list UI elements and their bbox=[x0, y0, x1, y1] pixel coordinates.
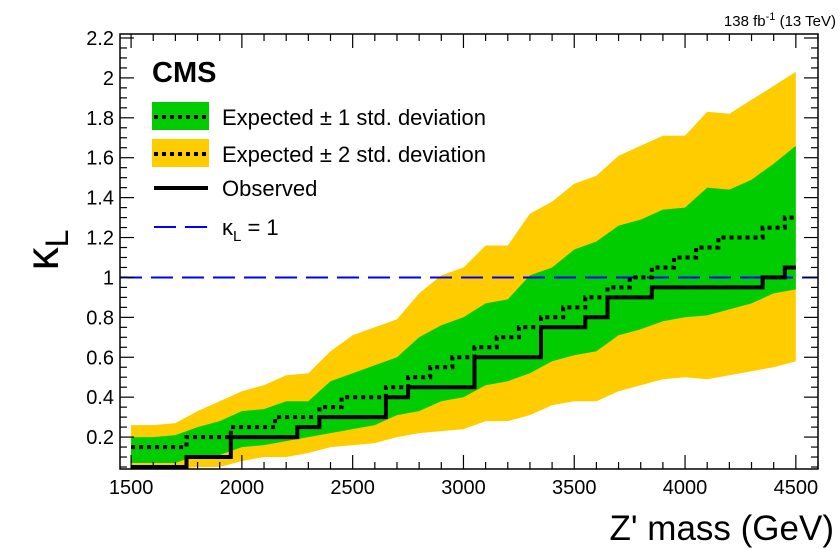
plot-frame bbox=[119, 33, 819, 470]
y-tick-label: 1 bbox=[103, 267, 114, 289]
y-tick-label: 1.2 bbox=[86, 228, 114, 250]
legend-entry: Expected ± 1 std. deviation bbox=[152, 102, 486, 130]
observed-limit-line bbox=[131, 265, 796, 469]
lumi-value: 138 fb bbox=[724, 13, 766, 30]
y-tick-label: 0.8 bbox=[86, 307, 114, 329]
lumi-label: 138 fb-1 (13 TeV) bbox=[724, 11, 836, 30]
lumi-exponent: -1 bbox=[766, 11, 776, 23]
svg-text:κL: κL bbox=[16, 230, 75, 271]
x-tick-label: 1500 bbox=[109, 477, 154, 499]
legend-label: κL = 1 bbox=[222, 215, 279, 245]
band-2sigma bbox=[131, 71, 796, 470]
y-axis-title-sub: L bbox=[39, 230, 75, 248]
y-axis-title-kappa: κ bbox=[16, 246, 68, 270]
y-axis-ticks: 0.2 0.4 0.6 0.8 1 1.2 1.4 1.6 1.8 2 2.2 bbox=[86, 28, 818, 468]
legend-label-suffix: = 1 bbox=[241, 215, 278, 240]
y-tick-label: 2.2 bbox=[86, 28, 114, 50]
x-tick-label: 4500 bbox=[774, 477, 819, 499]
legend-label: Expected ± 1 std. deviation bbox=[222, 105, 486, 130]
limit-lines bbox=[120, 215, 818, 469]
y-axis-title: κL bbox=[16, 230, 75, 271]
y-tick-label: 1.4 bbox=[86, 188, 114, 210]
uncertainty-bands bbox=[131, 71, 796, 470]
legend-label-sub: L bbox=[233, 228, 241, 245]
legend-entry: Expected ± 2 std. deviation bbox=[152, 139, 486, 167]
y-tick-label: 2 bbox=[103, 68, 114, 90]
y-tick-label: 0.4 bbox=[86, 387, 114, 409]
legend-entry: κL = 1 bbox=[154, 215, 279, 245]
x-axis-ticks: 1500 2000 2500 3000 3500 4000 4500 bbox=[109, 34, 819, 499]
x-tick-label: 4000 bbox=[663, 477, 708, 499]
legend: Expected ± 1 std. deviation Expected ± 2 … bbox=[152, 102, 486, 245]
band-1sigma bbox=[131, 145, 796, 463]
legend-entry: Observed bbox=[154, 176, 317, 201]
x-tick-label: 3000 bbox=[441, 477, 486, 499]
x-tick-label: 2500 bbox=[330, 477, 375, 499]
y-tick-label: 1.6 bbox=[86, 148, 114, 170]
legend-label: Observed bbox=[222, 176, 317, 201]
y-tick-label: 0.6 bbox=[86, 347, 114, 369]
y-tick-label: 0.2 bbox=[86, 427, 114, 449]
x-tick-label: 3500 bbox=[552, 477, 597, 499]
x-axis-title: Z' mass (GeV) bbox=[610, 509, 834, 548]
expected-limit-line bbox=[131, 215, 796, 450]
x-tick-label: 2000 bbox=[220, 477, 265, 499]
y-tick-label: 1.8 bbox=[86, 108, 114, 130]
cms-label: CMS bbox=[152, 57, 216, 89]
legend-label: Expected ± 2 std. deviation bbox=[222, 142, 486, 167]
lumi-energy: (13 TeV) bbox=[775, 13, 836, 30]
